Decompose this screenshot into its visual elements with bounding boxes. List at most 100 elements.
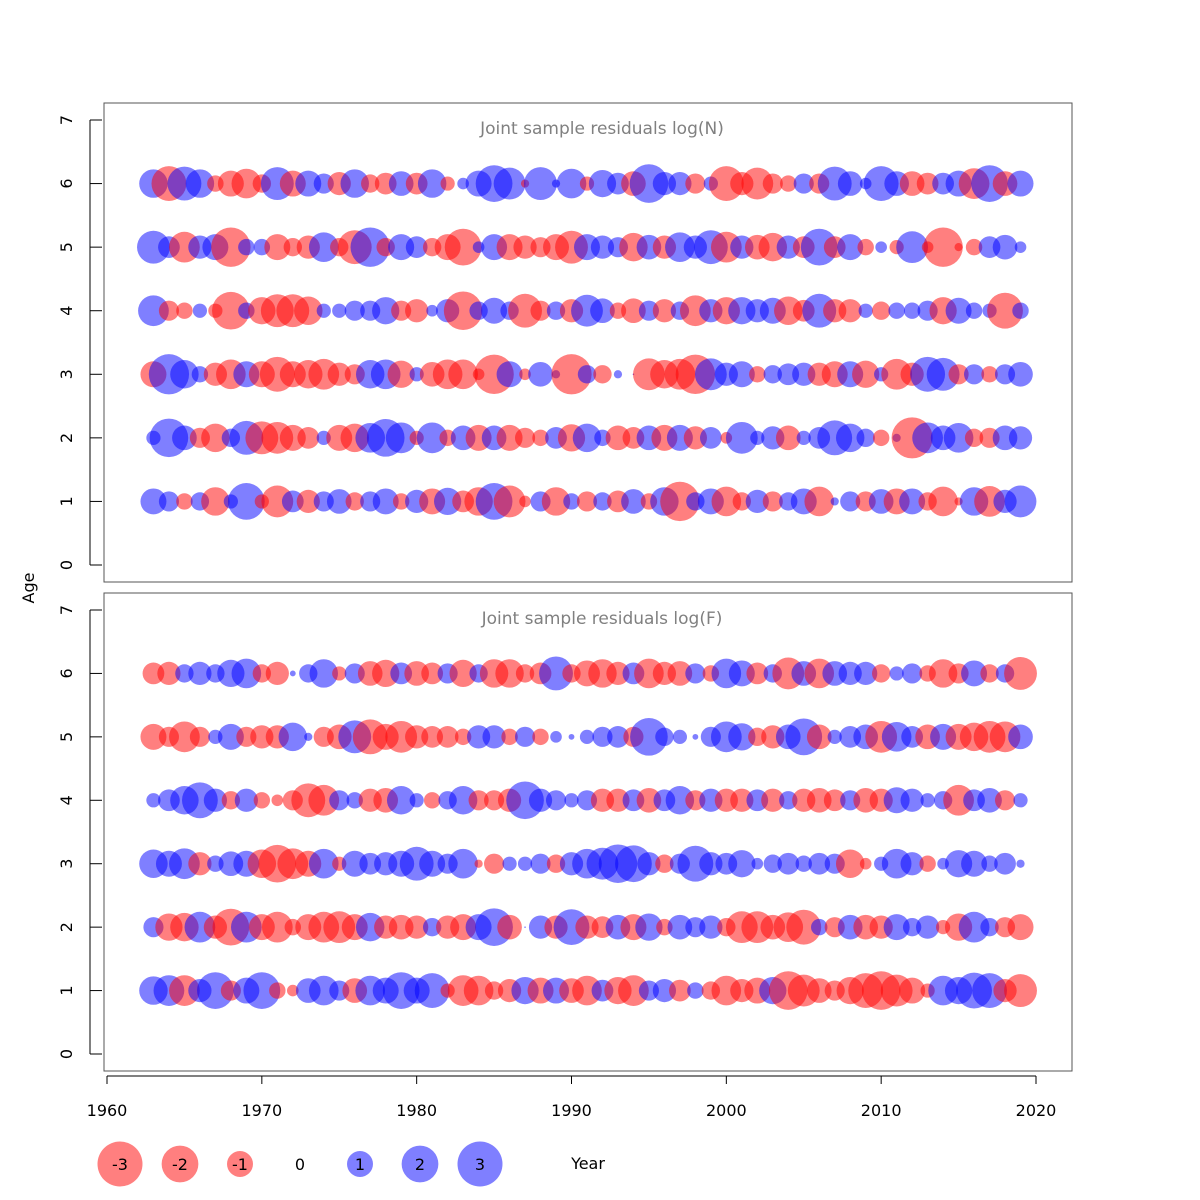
bubble (372, 659, 400, 688)
panel-title: Joint sample residuals log(F) (481, 609, 723, 629)
bubble (655, 854, 674, 873)
bubble (294, 296, 323, 325)
bubble (992, 234, 1018, 260)
y-tick-label: 6 (57, 668, 76, 678)
bubble (774, 296, 803, 325)
bubble (1013, 793, 1028, 808)
bubble (172, 425, 197, 451)
bubble (741, 167, 774, 200)
bubble (606, 661, 630, 686)
bubble (448, 786, 478, 815)
bubble (1007, 914, 1034, 941)
bubble (409, 367, 424, 382)
bubble (158, 300, 179, 321)
bubble (414, 973, 450, 1008)
y-tick-label: 4 (57, 795, 76, 805)
bubble (607, 725, 629, 748)
bubble (264, 234, 291, 261)
bubble (286, 984, 299, 997)
bubble (1016, 859, 1025, 868)
bubble (1007, 170, 1034, 197)
bubble (169, 721, 200, 753)
bubble (699, 852, 723, 876)
bubble (265, 661, 289, 686)
bubble (928, 659, 958, 688)
bubble (188, 852, 212, 876)
bubble (875, 241, 887, 253)
bubble (308, 784, 340, 816)
bubble (231, 168, 262, 199)
bubble (243, 972, 281, 1009)
bubble (568, 733, 575, 740)
legend-entry: 3 (457, 1141, 503, 1187)
bubble (449, 659, 477, 688)
bubble (699, 426, 722, 449)
bubble (827, 729, 842, 744)
legend-entry: -1 (227, 1151, 253, 1177)
bubble (948, 364, 969, 385)
panel-2: Joint sample residuals log(F) 0 1 2 3 4 5 6 7 (57, 592, 1073, 1072)
bubble (231, 658, 262, 689)
bubble (361, 174, 380, 193)
bubble (660, 481, 700, 522)
bubble (919, 855, 936, 872)
bubble (961, 850, 988, 877)
y-axis-label: Age (19, 573, 38, 604)
bubble (749, 366, 766, 383)
bubble (588, 169, 617, 198)
y-tick-label: 3 (57, 859, 76, 869)
bubble (763, 365, 782, 384)
bubble (297, 426, 320, 449)
bubble (385, 422, 417, 454)
y-tick-label: 5 (57, 242, 76, 252)
bubble (943, 423, 974, 453)
bubble (326, 489, 352, 514)
bubble (856, 428, 875, 448)
bubble (811, 918, 828, 936)
y-tick-label: 7 (57, 605, 76, 615)
bubble (776, 235, 800, 259)
y-axis: 0 1 2 3 4 5 6 7 (57, 605, 102, 1059)
bubble (234, 788, 258, 812)
bubble (212, 291, 250, 330)
y-tick-label: 7 (57, 115, 76, 125)
bubble (308, 232, 339, 262)
bubble (762, 173, 783, 194)
legend-bubble (227, 1151, 253, 1177)
bubble (524, 167, 557, 201)
bubble (748, 727, 767, 747)
y-tick-label: 1 (57, 496, 76, 506)
legend-entry: -3 (97, 1141, 143, 1187)
bubble (763, 854, 782, 873)
bubble (711, 486, 742, 517)
bubble (387, 360, 415, 388)
bubble (888, 302, 905, 319)
bubble (289, 670, 296, 677)
bubble (835, 849, 865, 878)
bubble (590, 235, 615, 259)
bubble (635, 913, 663, 941)
bubble (344, 300, 365, 321)
bubble (780, 175, 797, 192)
bubble (405, 299, 429, 323)
bubble (269, 982, 286, 999)
x-tick-label: 2010 (861, 1101, 902, 1120)
bubble (185, 169, 215, 198)
bubble (883, 914, 910, 941)
bubble (140, 723, 167, 750)
bubble (556, 168, 587, 199)
bubble (309, 659, 338, 688)
legend-label: 3 (475, 1155, 485, 1174)
bubble (426, 304, 438, 317)
bubble (915, 915, 940, 939)
bubble (532, 429, 549, 447)
bubble (316, 303, 331, 318)
bubble (980, 664, 999, 683)
bubble (192, 303, 208, 318)
bubble (1008, 724, 1033, 750)
bubble (655, 727, 674, 747)
bubble (943, 784, 974, 816)
bubble (750, 430, 765, 445)
bubble (283, 237, 302, 257)
